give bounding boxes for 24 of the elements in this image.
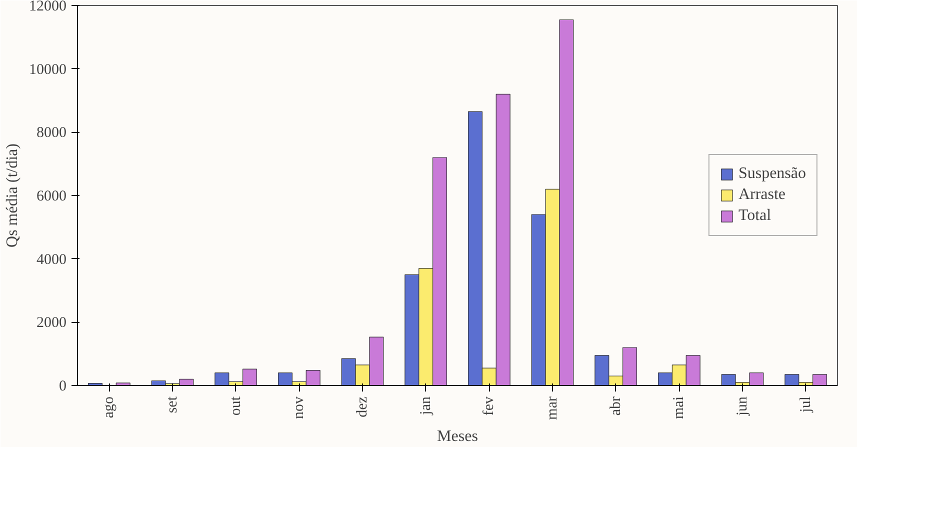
x-tick-label: nov	[291, 396, 308, 419]
y-tick-label: 0	[59, 378, 66, 394]
x-axis-title: Meses	[437, 428, 478, 445]
x-tick-label: jan	[418, 396, 434, 416]
x-tick-label: mai	[671, 396, 688, 419]
x-tick-label: ago	[101, 396, 118, 418]
legend-label: Total	[738, 207, 772, 225]
y-tick-label: 4000	[36, 252, 66, 268]
y-axis-title: Qs média (t/dia)	[4, 144, 21, 248]
x-tick-label: jul	[798, 396, 814, 414]
x-tick-label: set	[164, 396, 180, 414]
x-tick-label: dez	[354, 396, 370, 418]
x-tick-label: abr	[608, 396, 624, 416]
y-tick-label: 8000	[36, 125, 66, 142]
x-tick-label: jun	[734, 396, 750, 417]
y-tick-label: 2000	[36, 315, 66, 332]
x-tick-label: fev	[481, 396, 498, 416]
y-tick-label: 10000	[29, 62, 66, 78]
y-tick-label: 12000	[29, 0, 66, 14]
y-tick-label: 6000	[36, 188, 66, 204]
legend-label: Arraste	[738, 186, 786, 204]
x-tick-label: mar	[544, 396, 560, 420]
legend-label: Suspensão	[738, 165, 806, 183]
x-tick-label: out	[228, 396, 244, 416]
